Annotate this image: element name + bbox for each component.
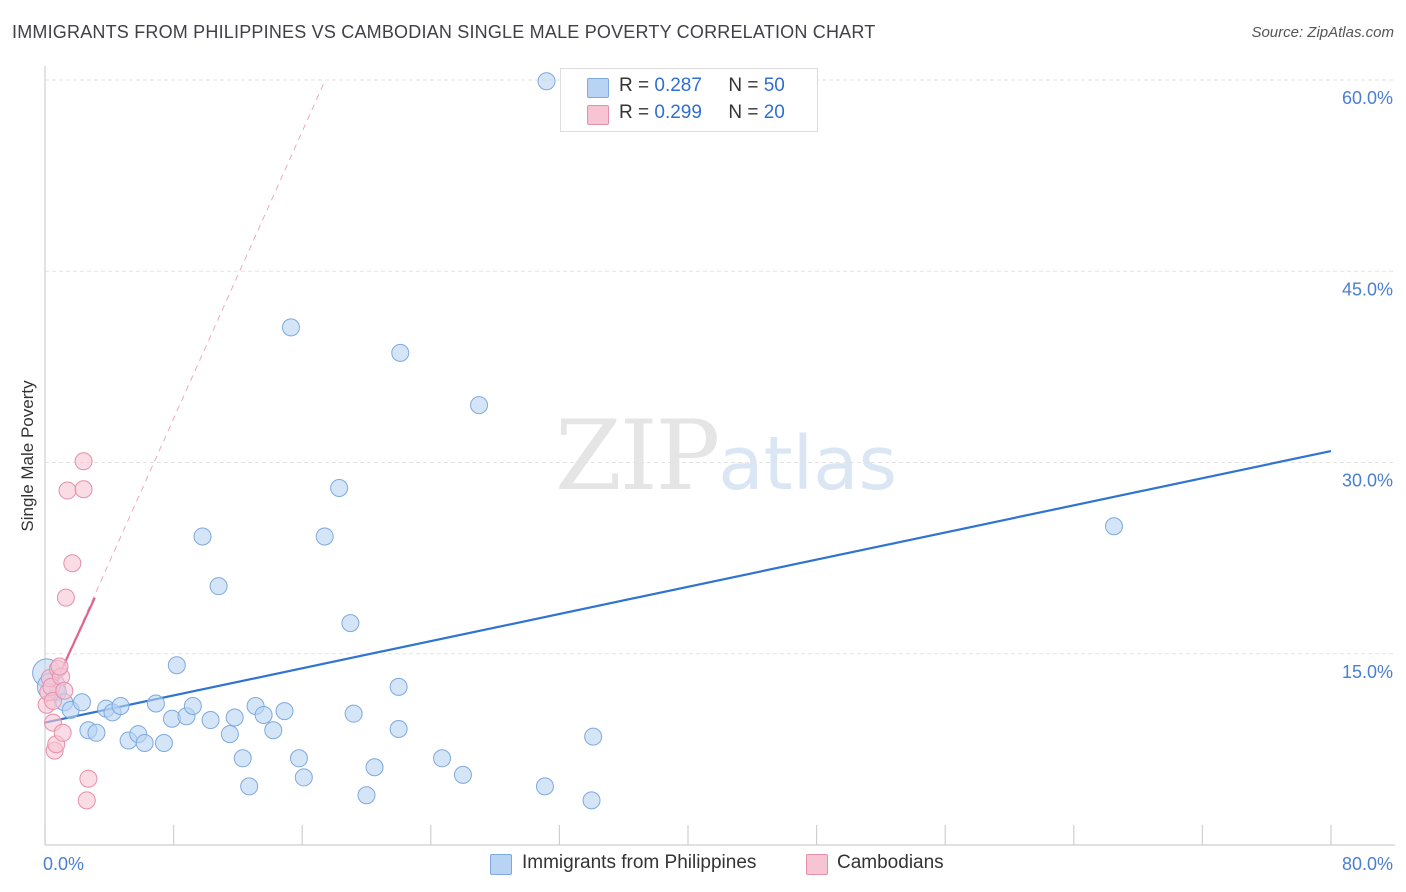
philippines-point — [294, 768, 313, 787]
philippines-point — [264, 721, 283, 740]
philippines-point — [315, 527, 334, 546]
philippines-trend-line — [44, 449, 1332, 724]
bottom-legend-philippines: Immigrants from Philippines — [522, 852, 757, 873]
philippines-point — [357, 786, 376, 805]
legend-r-label: R = — [619, 75, 650, 96]
philippines-point — [225, 708, 244, 727]
legend-swatch-philippines — [587, 78, 609, 98]
philippines-point — [183, 697, 202, 716]
y-tick-label: 30.0% — [1342, 471, 1393, 491]
watermark-zip: ZIP — [555, 400, 720, 512]
trend-lines — [44, 81, 1332, 724]
philippines-point — [535, 777, 554, 796]
legend-swatch-cambodians — [587, 105, 609, 125]
philippines-point — [341, 614, 360, 633]
cambodians-point — [55, 681, 74, 700]
philippines-point — [433, 749, 452, 768]
cambodians-point — [50, 657, 69, 676]
cambodians-point — [58, 481, 77, 500]
cambodians-point — [63, 554, 82, 573]
philippines-point — [209, 577, 228, 596]
tick-labels: 15.0% 30.0% 45.0% 60.0% 0.0% 80.0% — [43, 88, 1393, 874]
philippines-point — [537, 72, 556, 91]
philippines-point — [275, 702, 294, 721]
philippines-point — [389, 719, 408, 738]
philippines-point — [584, 727, 603, 746]
philippines-point — [254, 705, 273, 724]
philippines-point — [1104, 517, 1123, 536]
stats-legend: R = 0.287 N = 50 R = 0.299 N = 20 — [560, 68, 818, 132]
legend-n-value: 20 — [763, 102, 785, 123]
legend-n-label: N = — [728, 75, 759, 96]
watermark: ZIPatlas — [555, 400, 897, 512]
legend-n-value: 50 — [763, 75, 785, 96]
axes — [44, 66, 1395, 846]
legend-row-cambodians: R = 0.299 N = 20 — [619, 102, 785, 124]
philippines-point — [281, 318, 300, 337]
watermark-atlas: atlas — [718, 421, 898, 507]
data-points — [32, 72, 1123, 810]
cambodians-point — [77, 791, 96, 810]
philippines-point — [135, 734, 154, 752]
legend-r-value: 0.287 — [654, 75, 702, 96]
cambodians-point — [53, 723, 72, 742]
legend-r-label: R = — [619, 102, 650, 123]
bottom-legend-cambodians: Cambodians — [837, 852, 944, 873]
cambodians-point — [56, 588, 75, 607]
philippines-point — [391, 343, 410, 362]
bottom-legend-swatch-cambodians — [806, 854, 828, 875]
cambodians-point — [74, 452, 93, 471]
bottom-legend-swatch-philippines — [490, 854, 512, 875]
philippines-point — [87, 723, 106, 742]
x-tick-label: 80.0% — [1342, 854, 1393, 874]
legend-row-philippines: R = 0.287 N = 50 — [619, 75, 785, 97]
philippines-point — [154, 734, 173, 752]
legend-n-label: N = — [728, 102, 759, 123]
philippines-point — [344, 704, 363, 723]
philippines-point — [330, 479, 349, 497]
philippines-point — [220, 725, 239, 744]
philippines-point — [167, 656, 186, 675]
philippines-point — [470, 396, 489, 415]
philippines-point — [240, 777, 259, 796]
cambodians-point — [79, 769, 98, 788]
chart-title: IMMIGRANTS FROM PHILIPPINES VS CAMBODIAN… — [12, 22, 876, 42]
philippines-point — [201, 711, 220, 730]
gridlines — [45, 79, 1395, 655]
legend-r-value: 0.299 — [654, 102, 702, 123]
cambodians-trend-extension — [46, 81, 326, 703]
philippines-point — [111, 697, 130, 716]
philippines-point — [72, 693, 91, 712]
x-tick-label: 0.0% — [43, 854, 84, 874]
philippines-point — [146, 694, 165, 713]
philippines-point — [453, 765, 472, 784]
philippines-point — [389, 677, 408, 696]
source-label: Source: ZipAtlas.com — [1251, 24, 1394, 41]
y-tick-label: 60.0% — [1342, 88, 1393, 108]
philippines-point — [193, 527, 212, 546]
y-tick-label: 15.0% — [1342, 662, 1393, 682]
cambodians-point — [44, 691, 63, 710]
y-tick-label: 45.0% — [1342, 279, 1393, 299]
cambodians-point — [74, 480, 93, 499]
philippines-point — [233, 749, 252, 768]
philippines-point — [582, 791, 601, 810]
philippines-point — [365, 758, 384, 777]
philippines-point — [289, 749, 308, 768]
